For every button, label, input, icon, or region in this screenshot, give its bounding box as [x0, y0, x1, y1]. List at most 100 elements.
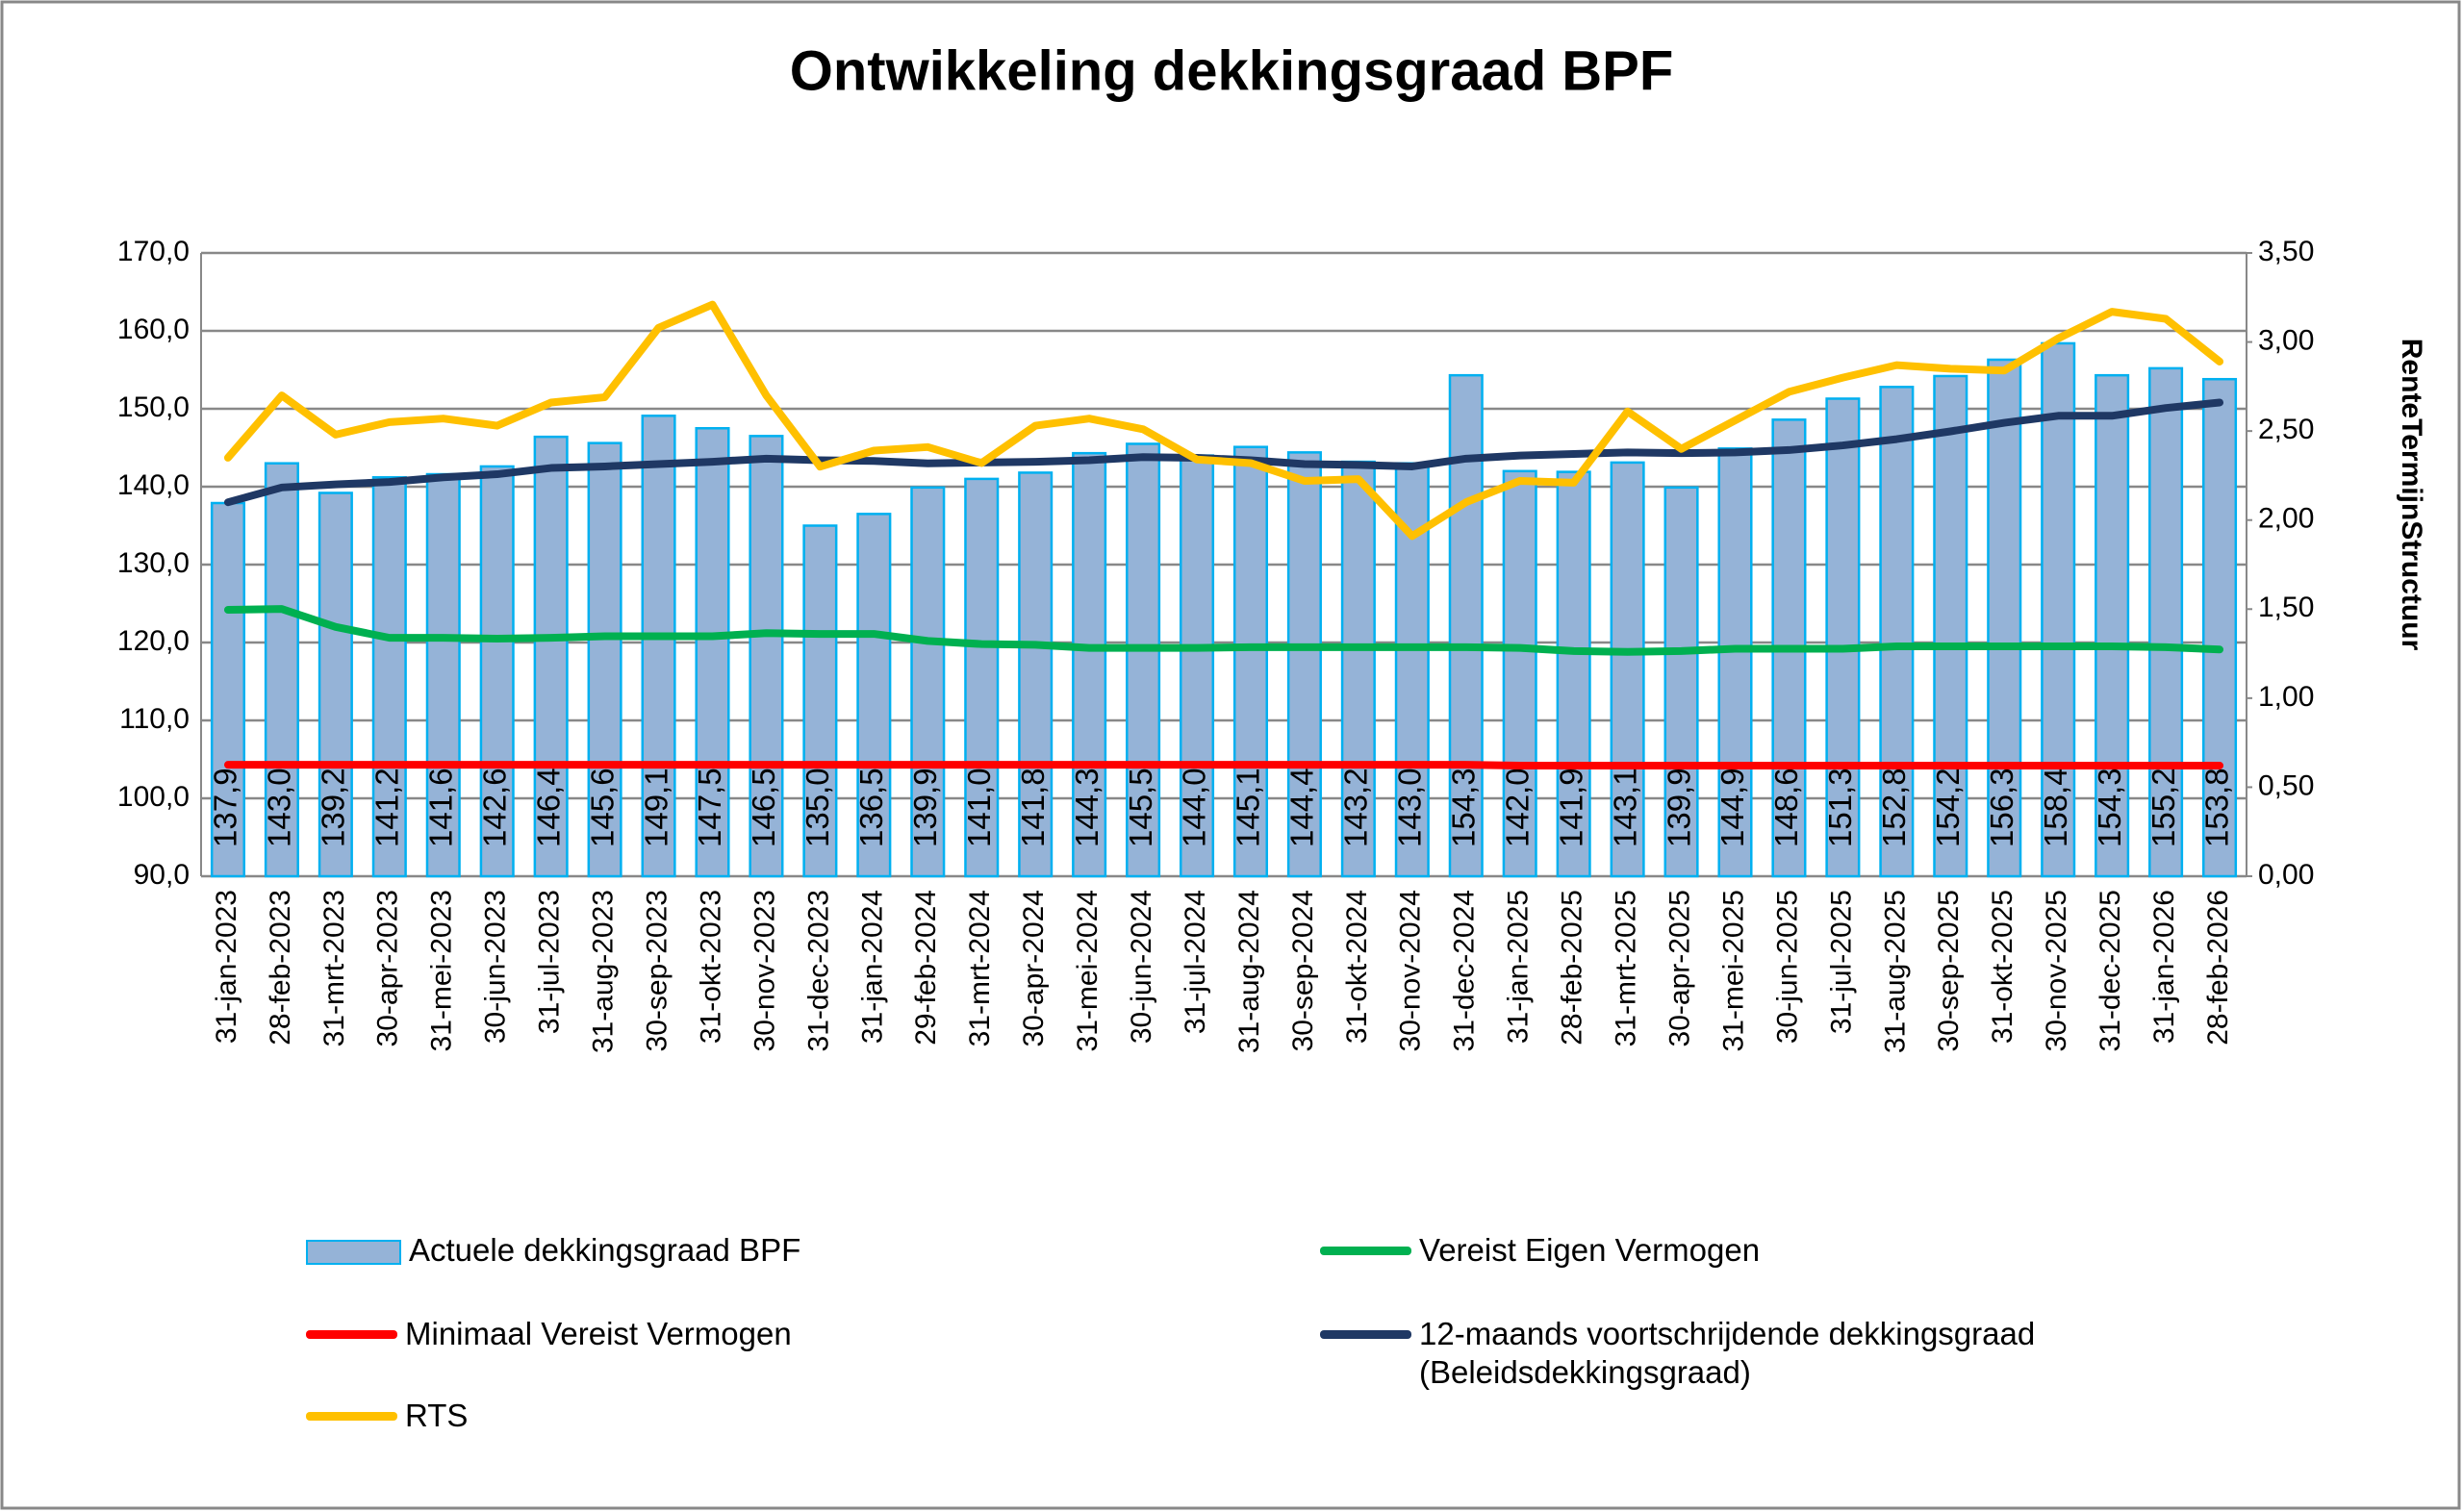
legend-item: 12-maands voortschrijdende dekkingsgraad… — [1320, 1315, 2112, 1392]
data-label: 135,0 — [800, 768, 835, 847]
legend-item: Minimaal Vereist Vermogen — [306, 1315, 792, 1353]
x-tick-label: 30-sep-2025 — [1933, 890, 1965, 1051]
x-tick-label: 31-mei-2025 — [1717, 890, 1749, 1051]
x-tick-label: 30-jun-2023 — [480, 890, 512, 1044]
data-label: 143,0 — [1392, 768, 1428, 847]
y2-tick-label: 1,00 — [2258, 681, 2314, 713]
x-tick-label: 31-okt-2025 — [1987, 890, 2019, 1044]
x-tick-label: 31-mrt-2024 — [964, 890, 996, 1046]
data-label: 141,2 — [369, 768, 405, 847]
bar — [1663, 486, 1699, 878]
bar — [425, 472, 461, 878]
bar — [1072, 451, 1107, 878]
x-tick-label: 31-jul-2025 — [1825, 890, 1857, 1034]
x-tick-label: 30-apr-2025 — [1663, 890, 1695, 1046]
y2-tick-label: 2,00 — [2258, 503, 2314, 535]
x-tick-label: 30-apr-2023 — [372, 890, 404, 1046]
y-tick-label: 110,0 — [119, 703, 190, 735]
bar — [802, 524, 838, 878]
data-label: 146,5 — [746, 768, 781, 847]
line-series — [223, 605, 2224, 656]
data-label: 143,1 — [1607, 768, 1642, 847]
y-tick-label: 160,0 — [117, 314, 190, 345]
y2-tick-label: 2,50 — [2258, 414, 2314, 445]
legend-symbol — [306, 1330, 397, 1339]
bar — [371, 476, 407, 878]
legend-symbol — [1320, 1330, 1411, 1339]
bar — [695, 427, 730, 878]
data-label: 152,8 — [1876, 768, 1912, 847]
x-tick-label: 31-jan-2023 — [211, 890, 242, 1044]
data-label: 139,9 — [907, 768, 943, 847]
bar — [1232, 445, 1269, 878]
line-series — [223, 761, 2224, 769]
x-tick-label: 31-mei-2023 — [426, 890, 458, 1051]
data-label: 145,6 — [584, 768, 620, 847]
bar — [1018, 471, 1054, 878]
x-tick-label: 31-aug-2024 — [1233, 890, 1265, 1053]
y-tick-label: 170,0 — [117, 236, 190, 267]
x-tick-label: 30-sep-2024 — [1287, 890, 1319, 1051]
data-label: 144,9 — [1714, 768, 1750, 847]
x-tick-label: 31-dec-2023 — [802, 890, 834, 1051]
legend-symbol — [306, 1412, 397, 1421]
x-tick-label: 31-jan-2025 — [1503, 890, 1535, 1044]
y-tick-label: 130,0 — [117, 547, 190, 579]
x-tick-label: 31-jan-2026 — [2148, 890, 2180, 1044]
line-series — [223, 300, 2224, 541]
bar — [1179, 454, 1215, 878]
data-label: 154,3 — [1445, 768, 1481, 847]
data-label: 141,6 — [422, 768, 458, 847]
x-tick-label: 31-mei-2024 — [1072, 890, 1104, 1051]
x-tick-label: 31-jul-2024 — [1180, 890, 1211, 1034]
bar — [1502, 469, 1537, 878]
y-tick-label: 150,0 — [117, 391, 190, 423]
data-label: 139,2 — [316, 768, 351, 847]
data-label: 143,0 — [262, 768, 297, 847]
x-tick-label: 30-nov-2023 — [749, 890, 780, 1051]
y2-tick-label: 3,00 — [2258, 324, 2314, 356]
data-label: 142,0 — [1499, 768, 1535, 847]
legend-label: Minimaal Vereist Vermogen — [405, 1316, 792, 1351]
y-tick-label: 100,0 — [117, 781, 190, 813]
x-tick-label: 28-feb-2026 — [2202, 890, 2234, 1046]
bar — [587, 441, 622, 878]
bar — [856, 513, 892, 878]
legend-item: Vereist Eigen Vermogen — [1320, 1231, 1760, 1270]
bar — [749, 435, 784, 878]
data-label: 156,3 — [1984, 768, 2019, 847]
data-label: 154,3 — [2092, 768, 2127, 847]
bar — [1987, 358, 2022, 878]
data-label: 149,1 — [638, 768, 673, 847]
legend-symbol — [306, 1240, 401, 1265]
bar — [2201, 377, 2238, 878]
x-tick-label: 30-sep-2023 — [641, 890, 673, 1051]
bar — [1717, 447, 1753, 878]
bar — [910, 486, 946, 878]
x-tick-label: 31-jan-2024 — [856, 890, 888, 1044]
data-label: 145,5 — [1123, 768, 1158, 847]
x-tick-label: 31-dec-2024 — [1449, 890, 1481, 1051]
x-tick-label: 31-mrt-2023 — [318, 890, 350, 1046]
x-tick-label: 28-feb-2023 — [265, 890, 296, 1046]
bar — [2095, 373, 2130, 878]
y-tick-label: 140,0 — [117, 469, 190, 501]
bar — [1126, 442, 1161, 878]
y2-tick-label: 0,00 — [2258, 859, 2314, 891]
data-label: 141,0 — [961, 768, 997, 847]
bar — [964, 477, 1000, 878]
x-tick-label: 31-okt-2023 — [695, 890, 726, 1044]
x-tick-label: 29-feb-2024 — [910, 890, 942, 1046]
y-tick-label: 120,0 — [117, 625, 190, 657]
x-tick-label: 31-aug-2023 — [588, 890, 620, 1053]
data-label: 144,4 — [1284, 768, 1320, 847]
x-tick-label: 31-okt-2024 — [1341, 890, 1373, 1044]
y2-tick-label: 0,50 — [2258, 769, 2314, 801]
x-tick-label: 31-dec-2025 — [2095, 890, 2126, 1051]
data-label: 141,9 — [1553, 768, 1588, 847]
bar — [1933, 374, 1968, 878]
bar — [533, 435, 569, 878]
